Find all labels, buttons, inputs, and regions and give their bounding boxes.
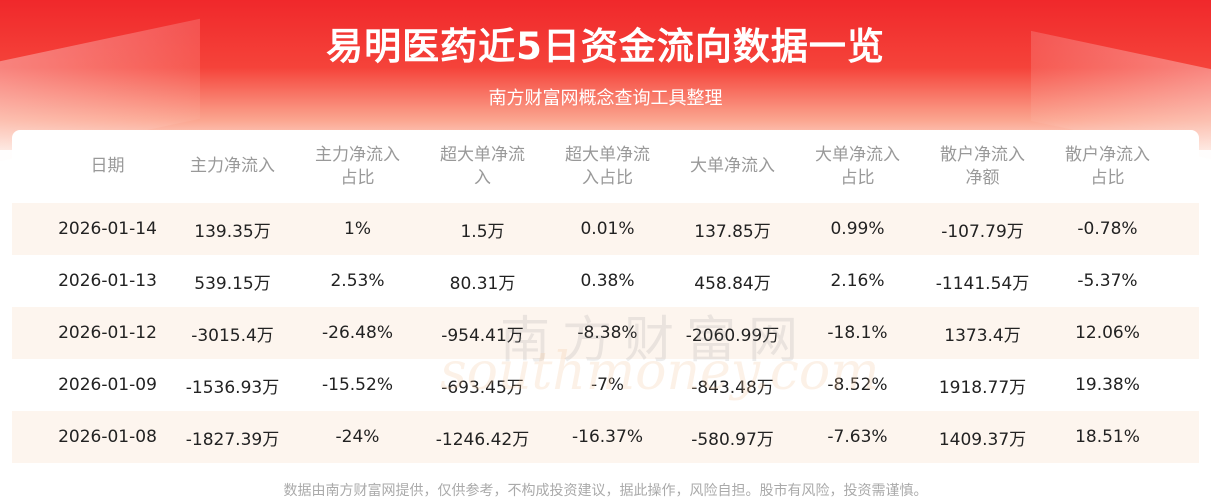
table-row: 2026-01-14 139.35万 1% 1.5万 0.01% 137.85万 0.99%… (12, 203, 1199, 255)
table-cell: 0.01% (580, 219, 635, 239)
page-title: 易明医药近5日资金流向数据一览 (326, 25, 885, 68)
table-cell: 0.99% (830, 219, 885, 239)
table-cell: 1918.77万 (938, 377, 1027, 398)
column-header: 主力净流入 (190, 156, 275, 176)
table-cell: -26.48% (322, 323, 393, 343)
table-cell: -0.78% (1077, 219, 1138, 239)
table-cell: -7.63% (827, 427, 888, 447)
table-row: 2026-01-09 -1536.93万 -15.52% -693.45万 -7% -84… (12, 359, 1199, 411)
table-row: 2026-01-12 -3015.4万 -26.48% -954.41万 -8.38% -… (12, 307, 1199, 359)
column-header: 超大单净流 入占比 (565, 144, 650, 188)
table-cell: -16.37% (572, 427, 643, 447)
table-cell: 1.5万 (460, 221, 505, 242)
table-cell: -2060.99万 (685, 325, 780, 346)
table-cell: 1373.4万 (944, 325, 1021, 346)
table-cell: 2026-01-12 (58, 323, 157, 343)
table-cell: 0.38% (580, 271, 635, 291)
table-cell: -693.45万 (441, 377, 524, 398)
table-cell: 139.35万 (194, 221, 271, 242)
table-cell: -8.52% (827, 375, 888, 395)
column-header: 散户净流入 净额 (940, 144, 1025, 188)
table-cell: 1% (344, 219, 371, 239)
page-subtitle: 南方财富网概念查询工具整理 (488, 88, 723, 109)
table-cell: -107.79万 (941, 221, 1024, 242)
header-banner: 易明医药近5日资金流向数据一览 南方财富网概念查询工具整理 (0, 0, 1211, 162)
table-cell: 1409.37万 (938, 429, 1027, 450)
table-cell: -7% (590, 375, 625, 395)
table-cell: -580.97万 (691, 429, 774, 450)
table-cell: 2026-01-09 (58, 375, 157, 395)
table-cell: -18.1% (827, 323, 888, 343)
table-cell: 539.15万 (194, 273, 271, 294)
table-cell: -8.38% (577, 323, 638, 343)
table-cell: -954.41万 (441, 325, 524, 346)
table-row: 2026-01-13 539.15万 2.53% 80.31万 0.38% 458.84万… (12, 255, 1199, 307)
table-cell: -1141.54万 (935, 273, 1030, 294)
table-cell: 12.06% (1075, 323, 1140, 343)
column-header: 散户净流入 占比 (1065, 144, 1150, 188)
table-row: 2026-01-08 -1827.39万 -24% -1246.42万 -16.37% -… (12, 411, 1199, 463)
table-cell: -3015.4万 (191, 325, 274, 346)
column-header: 超大单净流入 (440, 144, 525, 188)
column-header: 大单净流入 (690, 156, 775, 176)
table-cell: -5.37% (1077, 271, 1138, 291)
table-cell: -24% (335, 427, 380, 447)
table-cell: 2026-01-14 (58, 219, 157, 239)
table-cell: 80.31万 (449, 273, 516, 294)
table-cell: 2026-01-08 (58, 427, 157, 447)
column-header: 日期 (90, 156, 125, 176)
table-cell: -1827.39万 (185, 429, 280, 450)
data-table: 日期 主力净流入 主力净流入 占比 超大单净流入超大单净流 入占比 大单净流入 大单净流入 占比… (12, 130, 1199, 466)
table-cell: 19.38% (1075, 375, 1140, 395)
table-cell: -15.52% (322, 375, 393, 395)
table-header-row: 日期 主力净流入 主力净流入 占比 超大单净流入超大单净流 入占比 大单净流入 大单净流入 占比… (12, 130, 1199, 203)
table-cell: 18.51% (1075, 427, 1140, 447)
column-header: 大单净流入 占比 (815, 144, 900, 188)
disclaimer: 数据由南方财富网提供，仅供参考，不构成投资建议，据此操作，风险自担。股市有风险，… (283, 483, 928, 499)
column-header: 主力净流入 占比 (315, 144, 400, 188)
table-cell: 458.84万 (694, 273, 771, 294)
table-cell: -1246.42万 (435, 429, 530, 450)
table-cell: 2.16% (830, 271, 885, 291)
table-cell: 2026-01-13 (58, 271, 157, 291)
table-cell: -1536.93万 (185, 377, 280, 398)
table-cell: 2.53% (330, 271, 385, 291)
table-cell: -843.48万 (691, 377, 774, 398)
table-cell: 137.85万 (694, 221, 771, 242)
